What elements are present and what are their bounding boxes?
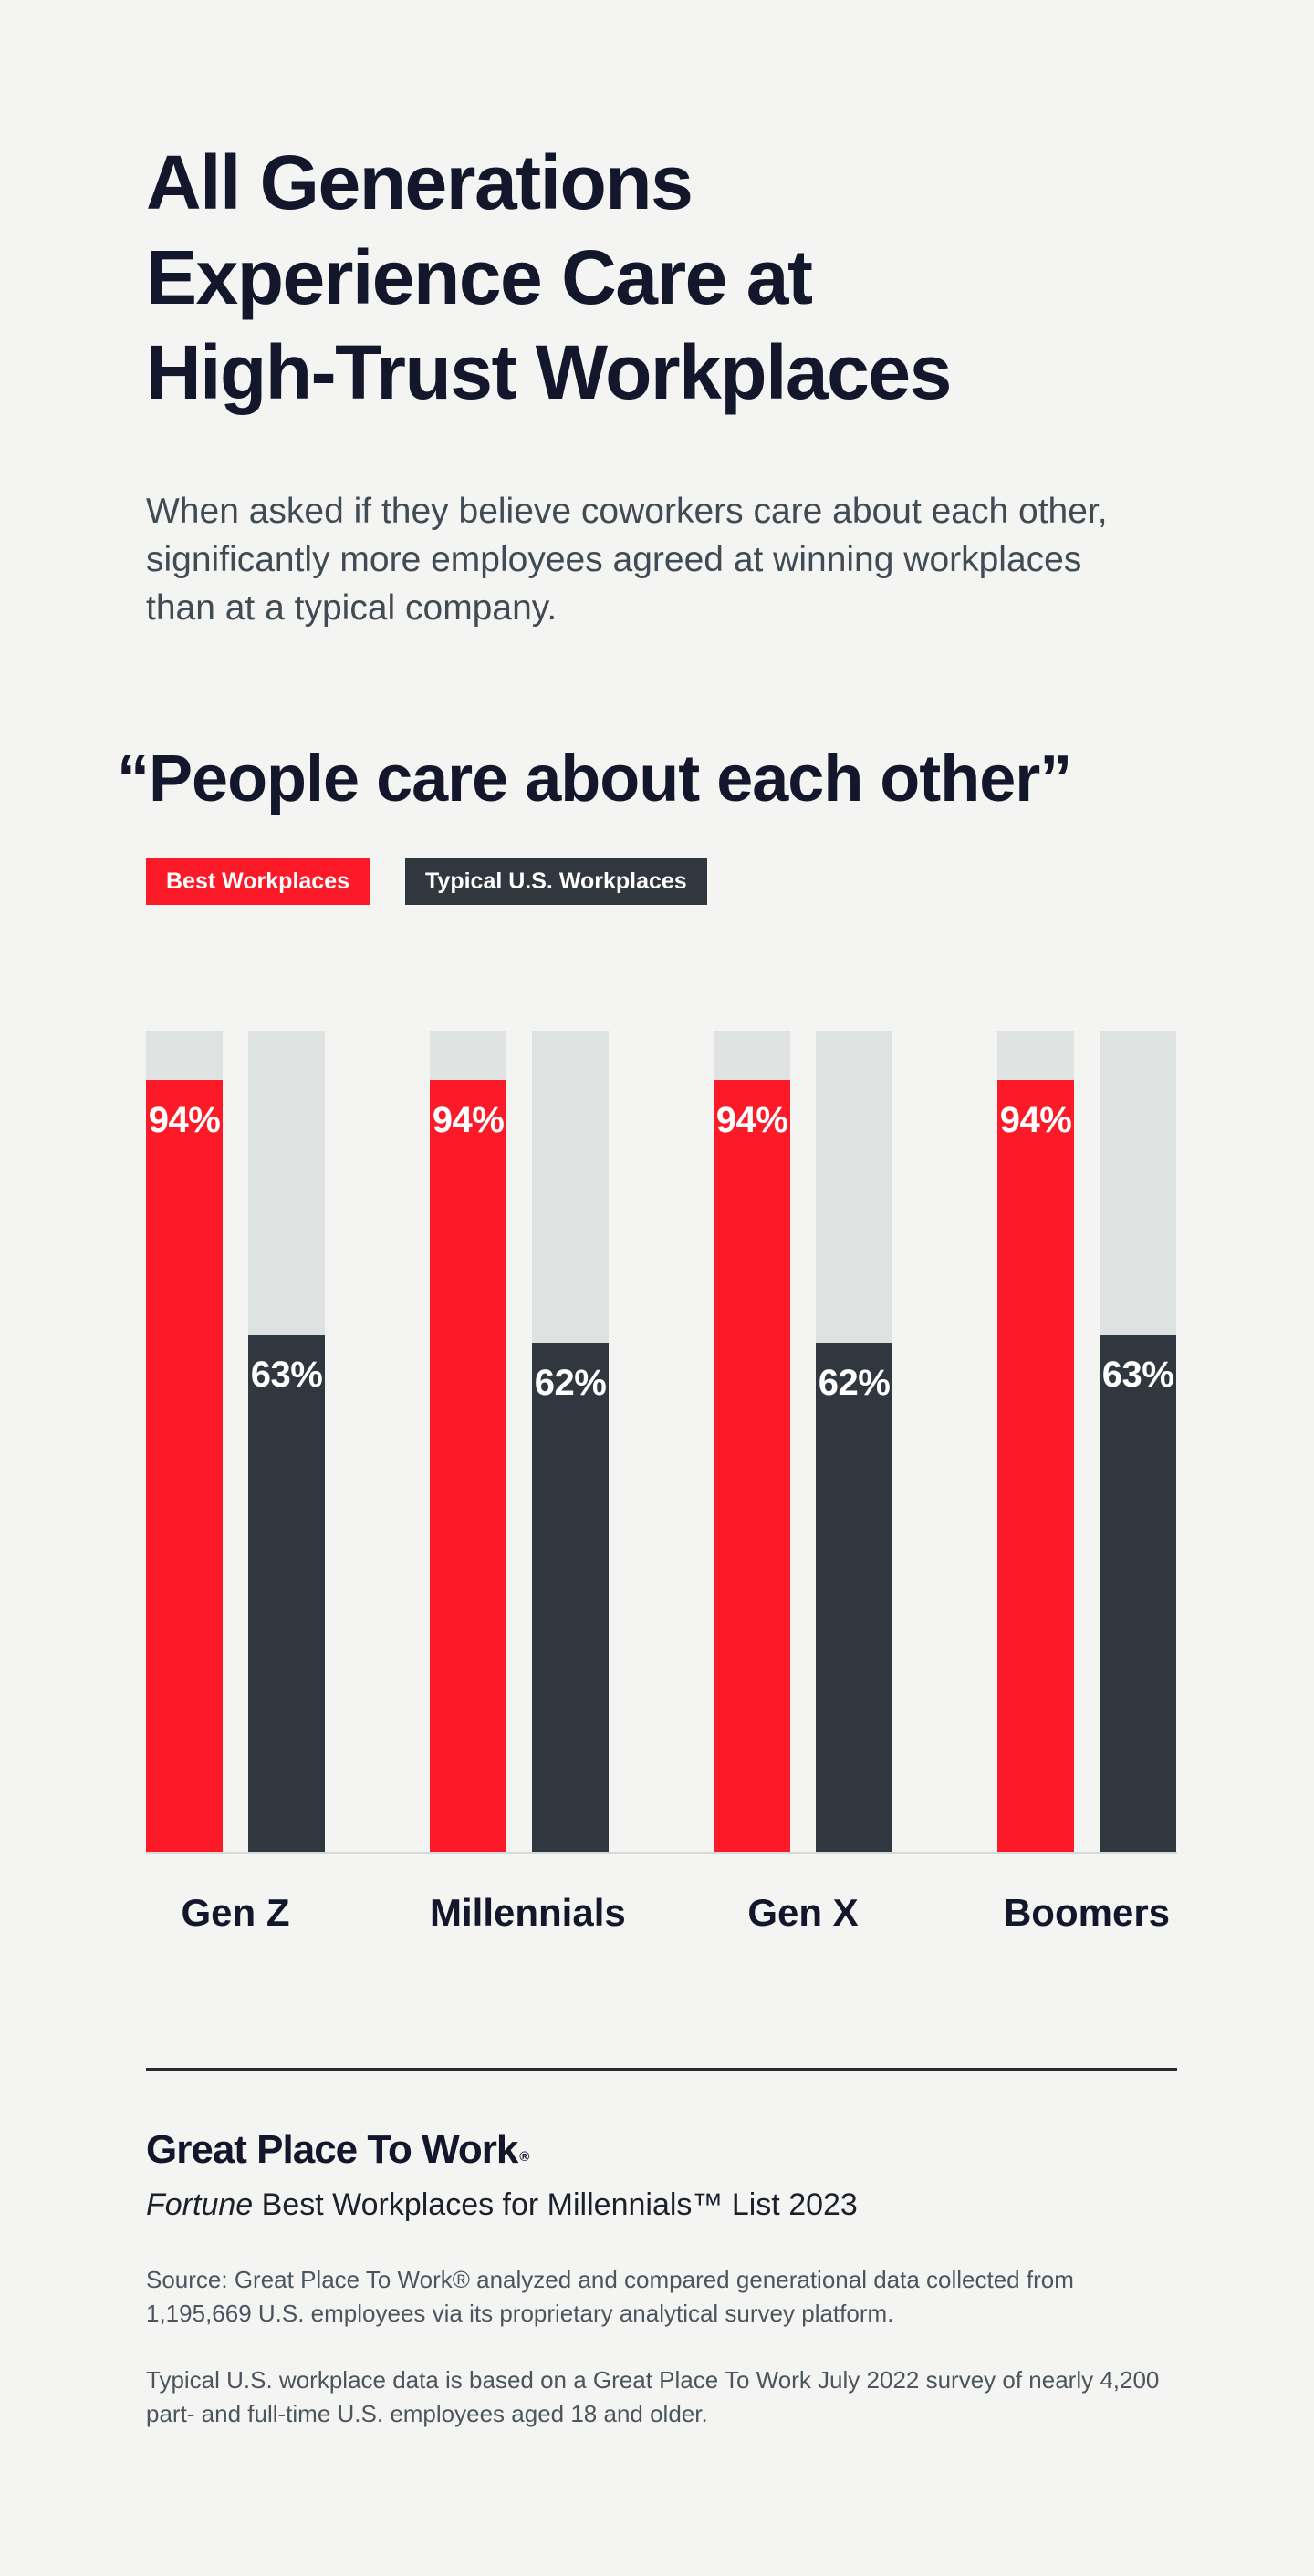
bar-group: 94% 62%: [714, 1031, 892, 1852]
chart-legend: Best Workplaces Typical U.S. Workplaces: [146, 858, 1177, 905]
bar-value-label: 62%: [534, 1363, 607, 1403]
bar-value-label: 94%: [715, 1100, 788, 1140]
bar-value-label: 63%: [1101, 1355, 1174, 1395]
bar-track: 62%: [816, 1031, 892, 1852]
bar-value-label: 94%: [999, 1100, 1072, 1140]
list-title: Fortune Best Workplaces for Millennials™…: [146, 2187, 1177, 2223]
bar-track: 94%: [997, 1031, 1074, 1852]
infographic: All Generations Experience Care at High-…: [117, 0, 1177, 2431]
bar-value-label: 94%: [432, 1100, 505, 1140]
bar-best-workplaces: 94%: [146, 1080, 223, 1852]
list-title-rest: Best Workplaces for Millennials™ List 20…: [253, 2187, 858, 2222]
source-note-2: Typical U.S. workplace data is based on …: [146, 2366, 1160, 2427]
bar-best-workplaces: 94%: [997, 1080, 1074, 1852]
category-label: Gen Z: [181, 1891, 290, 1934]
page-subtitle: When asked if they believe coworkers car…: [146, 492, 1108, 628]
bar-track: 94%: [146, 1031, 223, 1852]
bar-group: 94% 63%: [146, 1031, 325, 1852]
registered-mark: ®: [519, 2149, 530, 2165]
bar-track: 63%: [248, 1031, 325, 1852]
bar-chart: 94% 63% 94% 62% 94% 62% 94% 63%: [146, 1031, 1177, 1854]
bar-track: 62%: [532, 1031, 609, 1852]
bar-value-label: 94%: [148, 1100, 221, 1140]
bar-typical-workplaces: 62%: [532, 1343, 609, 1852]
category-label: Gen X: [747, 1891, 859, 1934]
title-line-1: All Generations: [146, 140, 694, 225]
title-line-2: Experience Care at: [146, 234, 813, 320]
bar-typical-workplaces: 62%: [816, 1343, 892, 1852]
bar-typical-workplaces: 63%: [248, 1335, 325, 1852]
bar-track: 94%: [430, 1031, 506, 1852]
category-label: Boomers: [1003, 1891, 1171, 1934]
legend-badge-typical-workplaces: Typical U.S. Workplaces: [405, 858, 707, 905]
bar-best-workplaces: 94%: [430, 1080, 506, 1852]
bar-group: 94% 62%: [430, 1031, 609, 1852]
title-line-3: High-Trust Workplaces: [146, 329, 952, 415]
great-place-to-work-logo: Great Place To Work ®: [146, 2127, 1177, 2173]
bar-track: 94%: [714, 1031, 790, 1852]
source-note-1: Source: Great Place To Work® analyzed an…: [146, 2266, 1074, 2327]
bar-typical-workplaces: 63%: [1100, 1335, 1176, 1852]
bar-best-workplaces: 94%: [714, 1080, 790, 1852]
legend-badge-best-workplaces: Best Workplaces: [146, 858, 370, 905]
category-label: Millennials: [430, 1891, 626, 1934]
list-title-fortune: Fortune: [146, 2187, 254, 2222]
bar-group: 94% 63%: [997, 1031, 1176, 1852]
page-title: All Generations Experience Care at High-…: [146, 135, 1177, 420]
footer-divider: [146, 2068, 1177, 2071]
logo-text: Great Place To Work: [146, 2127, 518, 2172]
bar-track: 63%: [1100, 1031, 1176, 1852]
category-labels: Gen Z Millennials Gen X Boomers: [146, 1891, 1177, 1935]
chart-title: “People care about each other”: [117, 743, 1072, 815]
bar-value-label: 62%: [818, 1363, 891, 1403]
bar-value-label: 63%: [250, 1355, 323, 1395]
